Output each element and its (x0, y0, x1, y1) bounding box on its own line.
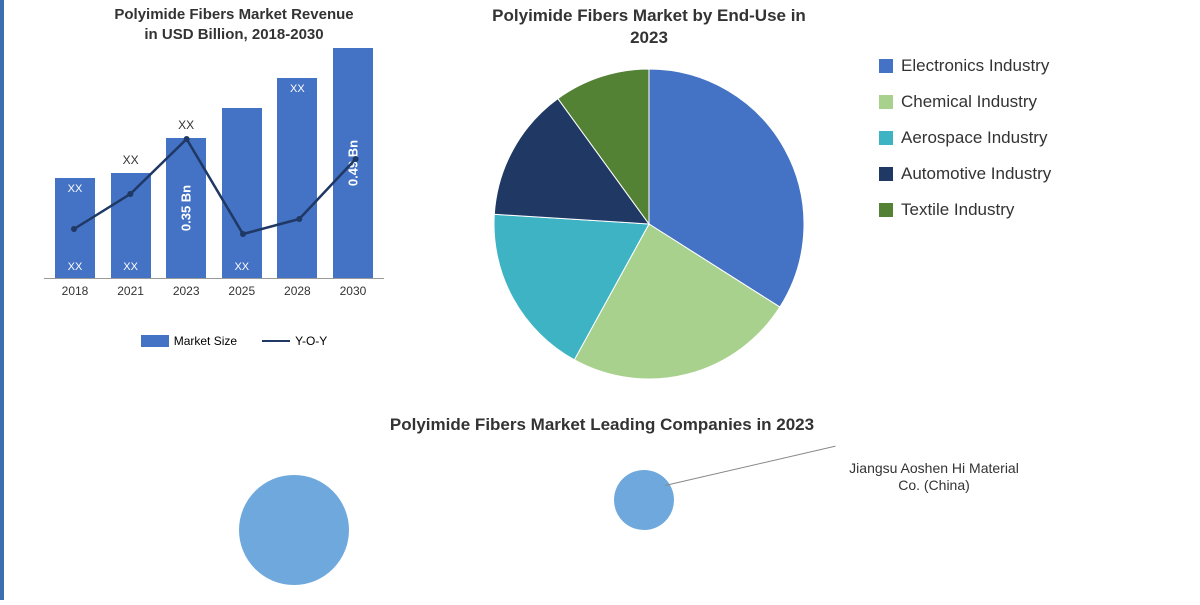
legend-market-size: Market Size (141, 334, 237, 348)
companies-section: Polyimide Fibers Market Leading Companie… (4, 415, 1200, 605)
bar-vertical-label: 0.49 Bn (345, 140, 360, 186)
x-axis-label: 2030 (332, 284, 374, 298)
bar-wrap: XXXX (110, 173, 152, 278)
pie-chart-section: Polyimide Fibers Market by End-Use in 20… (424, 5, 1200, 405)
bar-vertical-label: 0.35 Bn (179, 185, 194, 231)
pie-legend-item: Aerospace Industry (879, 127, 1200, 149)
pie-legend-item: Textile Industry (879, 199, 1200, 221)
x-axis-label: 2025 (221, 284, 263, 298)
bar-inside-bottom-label: XX (111, 261, 151, 273)
bar: XX XX (55, 178, 95, 278)
pie-legend-swatch (879, 167, 893, 181)
pie-legend-swatch (879, 95, 893, 109)
pie-chart-legend: Electronics Industry Chemical Industry Aer… (874, 5, 1200, 405)
x-axis-label: 2021 (110, 284, 152, 298)
pie-legend-label: Automotive Industry (901, 163, 1051, 185)
bar-inside-top-label: XX (55, 183, 95, 195)
pie-legend-item: Automotive Industry (879, 163, 1200, 185)
companies-title: Polyimide Fibers Market Leading Companie… (4, 415, 1200, 435)
pie-legend-swatch (879, 59, 893, 73)
pie-legend-label: Chemical Industry (901, 91, 1037, 113)
bar-chart-section: Polyimide Fibers Market Revenue in USD B… (44, 5, 424, 405)
bar-chart-legend: Market Size Y-O-Y (44, 334, 424, 348)
bar: XX0.35 Bn (166, 138, 206, 278)
bar-chart: XXXXXXXXXX0.35 BnXXXX0.49 Bn 20182021202… (44, 59, 384, 309)
pie-chart (479, 59, 819, 389)
x-axis-label: 2018 (54, 284, 96, 298)
x-axis-label: 2028 (276, 284, 318, 298)
bar-top-label: XX (111, 153, 151, 167)
bar-top-label: XX (166, 118, 206, 132)
pie-legend-swatch (879, 203, 893, 217)
bar-wrap: XX XX (54, 178, 96, 278)
pie-legend-label: Electronics Industry (901, 55, 1049, 77)
pie-legend-label: Textile Industry (901, 199, 1014, 221)
bar-wrap: XX0.35 Bn (165, 138, 207, 278)
company-label: Jiangsu Aoshen Hi Material Co. (China) (844, 460, 1024, 494)
bar: XXXX (111, 173, 151, 278)
bar-wrap: 0.49 Bn (332, 48, 374, 278)
bar-wrap: XX (221, 108, 263, 278)
bar-inside-top-label: XX (277, 83, 317, 95)
company-bubble (239, 475, 349, 585)
bar: 0.49 Bn (333, 48, 373, 278)
x-axis-label: 2023 (165, 284, 207, 298)
pie-legend-label: Aerospace Industry (901, 127, 1047, 149)
bar: XX (222, 108, 262, 278)
bar-chart-title: Polyimide Fibers Market Revenue in USD B… (44, 5, 424, 44)
pie-chart-title: Polyimide Fibers Market by End-Use in 20… (492, 5, 806, 49)
legend-yoy-label: Y-O-Y (295, 334, 327, 348)
pie-legend-item: Chemical Industry (879, 91, 1200, 113)
legend-yoy: Y-O-Y (262, 334, 327, 348)
legend-market-label: Market Size (174, 334, 237, 348)
bar-wrap: XX (276, 78, 318, 278)
bar: XX (277, 78, 317, 278)
pie-legend-swatch (879, 131, 893, 145)
bar-inside-bottom-label: XX (55, 261, 95, 273)
bar-inside-bottom-label: XX (222, 261, 262, 273)
pie-legend-item: Electronics Industry (879, 55, 1200, 77)
company-bubble (614, 470, 674, 530)
